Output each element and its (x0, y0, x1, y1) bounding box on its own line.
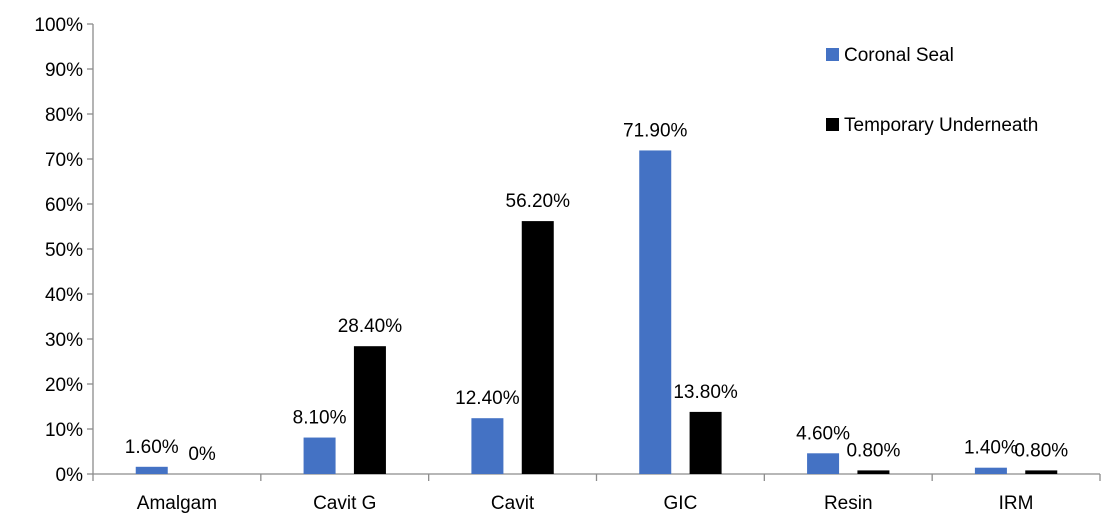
y-tick-label: 50% (45, 240, 83, 261)
y-tick-label: 0% (56, 465, 84, 486)
legend-label: Coronal Seal (844, 45, 954, 66)
bar (303, 437, 336, 474)
data-label: 71.90% (623, 120, 688, 141)
data-label: 13.80% (673, 382, 738, 403)
axes: 0% 10% 20% 30% 40% 50% 60% 70% 80% 90% 100% Amalgam… (34, 15, 1101, 514)
x-category-label: GIC (664, 493, 698, 514)
data-labels: 1.60% 8.10% 12.40% 71.90% 4.60% 1.40% 0% 28.40%… (125, 120, 1068, 465)
data-label: 1.60% (125, 437, 179, 458)
y-tick-label: 40% (45, 285, 83, 306)
data-label: 28.40% (338, 316, 403, 337)
bar (1025, 470, 1058, 474)
data-label: 0.80% (846, 440, 900, 461)
y-tick-label: 10% (45, 420, 83, 441)
legend-swatch (826, 118, 839, 131)
bar (857, 470, 890, 474)
x-category-label: Amalgam (137, 493, 217, 514)
legend-label: Temporary Underneath (844, 115, 1038, 136)
data-label: 12.40% (455, 388, 520, 409)
bar (974, 467, 1007, 474)
y-tick-label: 30% (45, 330, 83, 351)
x-category-label: IRM (999, 493, 1034, 514)
data-label: 56.20% (506, 191, 571, 212)
x-category-label: Cavit G (313, 493, 376, 514)
y-tick-label: 20% (45, 375, 83, 396)
x-category-label: Resin (824, 493, 873, 514)
data-label: 1.40% (964, 438, 1018, 459)
bar (807, 453, 840, 474)
y-tick-label: 80% (45, 105, 83, 126)
data-label: 4.60% (796, 423, 850, 444)
y-tick-label: 100% (34, 15, 83, 36)
x-category-label: Cavit (491, 493, 535, 514)
bars (135, 150, 1058, 474)
data-label: 8.10% (293, 408, 347, 429)
legend: Coronal Seal Temporary Underneath (826, 45, 1038, 136)
bar (689, 411, 722, 474)
y-tick-label: 90% (45, 60, 83, 81)
y-tick-label: 70% (45, 150, 83, 171)
legend-swatch (826, 48, 839, 61)
bar (135, 466, 168, 474)
bar (639, 150, 672, 474)
data-label: 0.80% (1014, 440, 1068, 461)
bar (471, 418, 504, 474)
y-tick-label: 60% (45, 195, 83, 216)
bar (521, 221, 554, 474)
bar (353, 346, 386, 474)
data-label: 0% (188, 444, 216, 465)
